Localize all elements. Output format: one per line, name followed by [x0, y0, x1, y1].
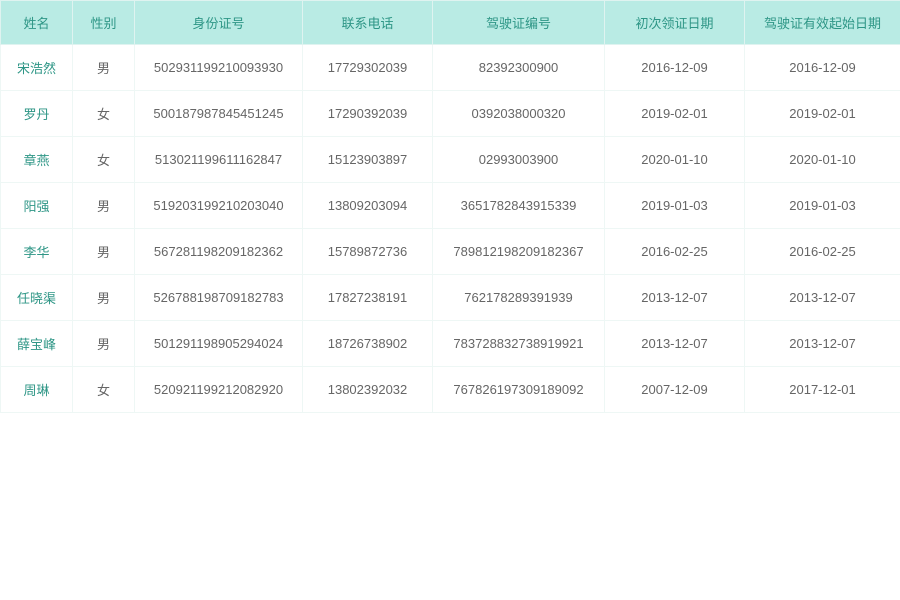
cell-name: 周琳 — [1, 367, 73, 413]
cell-license: 767826197309189092 — [433, 367, 605, 413]
cell-gender: 男 — [73, 321, 135, 367]
cell-id: 501291198905294024 — [135, 321, 303, 367]
cell-name: 李华 — [1, 229, 73, 275]
cell-valid-date: 2013-12-07 — [745, 275, 900, 321]
cell-id: 513021199611162847 — [135, 137, 303, 183]
table-row[interactable]: 宋浩然男502931199210093930177293020398239230… — [1, 45, 900, 91]
cell-gender: 男 — [73, 229, 135, 275]
cell-phone: 13802392032 — [303, 367, 433, 413]
cell-valid-date: 2016-12-09 — [745, 45, 900, 91]
cell-phone: 17729302039 — [303, 45, 433, 91]
cell-name: 罗丹 — [1, 91, 73, 137]
table-row[interactable]: 章燕女5130211996111628471512390389702993003… — [1, 137, 900, 183]
cell-valid-date: 2019-01-03 — [745, 183, 900, 229]
cell-gender: 男 — [73, 45, 135, 91]
cell-valid-date: 2019-02-01 — [745, 91, 900, 137]
cell-phone: 18726738902 — [303, 321, 433, 367]
cell-id: 502931199210093930 — [135, 45, 303, 91]
cell-first-date: 2019-02-01 — [605, 91, 745, 137]
cell-license: 82392300900 — [433, 45, 605, 91]
cell-id: 519203199210203040 — [135, 183, 303, 229]
cell-name: 章燕 — [1, 137, 73, 183]
cell-gender: 男 — [73, 275, 135, 321]
col-header-id[interactable]: 身份证号 — [135, 1, 303, 45]
cell-phone: 15789872736 — [303, 229, 433, 275]
table-row[interactable]: 罗丹女5001879878454512451729039203903920380… — [1, 91, 900, 137]
cell-valid-date: 2016-02-25 — [745, 229, 900, 275]
cell-valid-date: 2013-12-07 — [745, 321, 900, 367]
cell-license: 3651782843915339 — [433, 183, 605, 229]
cell-id: 567281198209182362 — [135, 229, 303, 275]
col-header-gender[interactable]: 性别 — [73, 1, 135, 45]
cell-phone: 15123903897 — [303, 137, 433, 183]
col-header-first-date[interactable]: 初次领证日期 — [605, 1, 745, 45]
cell-license: 789812198209182367 — [433, 229, 605, 275]
col-header-name[interactable]: 姓名 — [1, 1, 73, 45]
table-header-row: 姓名 性别 身份证号 联系电话 驾驶证编号 初次领证日期 驾驶证有效起始日期 — [1, 1, 900, 45]
cell-first-date: 2020-01-10 — [605, 137, 745, 183]
cell-phone: 17827238191 — [303, 275, 433, 321]
table-row[interactable]: 周琳女5209211992120829201380239203276782619… — [1, 367, 900, 413]
table-row[interactable]: 李华男5672811982091823621578987273678981219… — [1, 229, 900, 275]
cell-phone: 13809203094 — [303, 183, 433, 229]
cell-gender: 女 — [73, 91, 135, 137]
cell-gender: 女 — [73, 137, 135, 183]
driver-table: 姓名 性别 身份证号 联系电话 驾驶证编号 初次领证日期 驾驶证有效起始日期 宋… — [0, 0, 900, 413]
cell-name: 薛宝峰 — [1, 321, 73, 367]
cell-license: 762178289391939 — [433, 275, 605, 321]
cell-id: 526788198709182783 — [135, 275, 303, 321]
cell-license: 0392038000320 — [433, 91, 605, 137]
cell-name: 任晓渠 — [1, 275, 73, 321]
cell-gender: 男 — [73, 183, 135, 229]
cell-first-date: 2019-01-03 — [605, 183, 745, 229]
table-container: 姓名 性别 身份证号 联系电话 驾驶证编号 初次领证日期 驾驶证有效起始日期 宋… — [0, 0, 900, 413]
cell-valid-date: 2017-12-01 — [745, 367, 900, 413]
cell-id: 520921199212082920 — [135, 367, 303, 413]
table-body: 宋浩然男502931199210093930177293020398239230… — [1, 45, 900, 413]
col-header-valid-date[interactable]: 驾驶证有效起始日期 — [745, 1, 900, 45]
cell-first-date: 2016-12-09 — [605, 45, 745, 91]
cell-name: 阳强 — [1, 183, 73, 229]
cell-valid-date: 2020-01-10 — [745, 137, 900, 183]
cell-first-date: 2016-02-25 — [605, 229, 745, 275]
cell-gender: 女 — [73, 367, 135, 413]
table-row[interactable]: 薛宝峰男501291198905294024187267389027837288… — [1, 321, 900, 367]
cell-name: 宋浩然 — [1, 45, 73, 91]
cell-license: 02993003900 — [433, 137, 605, 183]
col-header-license[interactable]: 驾驶证编号 — [433, 1, 605, 45]
cell-first-date: 2013-12-07 — [605, 321, 745, 367]
table-row[interactable]: 任晓渠男526788198709182783178272381917621782… — [1, 275, 900, 321]
cell-phone: 17290392039 — [303, 91, 433, 137]
cell-license: 783728832738919921 — [433, 321, 605, 367]
cell-first-date: 2007-12-09 — [605, 367, 745, 413]
cell-first-date: 2013-12-07 — [605, 275, 745, 321]
cell-id: 500187987845451245 — [135, 91, 303, 137]
table-row[interactable]: 阳强男5192031992102030401380920309436517828… — [1, 183, 900, 229]
col-header-phone[interactable]: 联系电话 — [303, 1, 433, 45]
